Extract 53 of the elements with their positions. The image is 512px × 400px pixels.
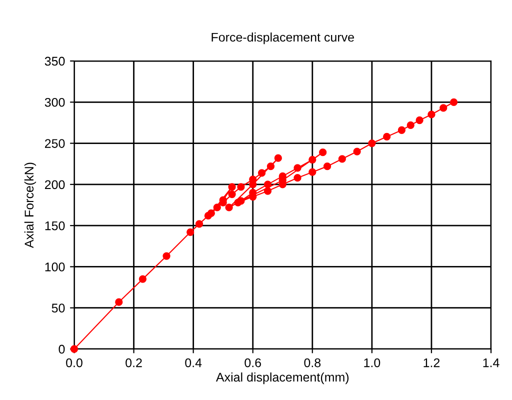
point bbox=[264, 180, 272, 188]
point bbox=[274, 154, 282, 162]
y-tick-label: 300 bbox=[44, 98, 65, 107]
x-tick-label: 1.0 bbox=[364, 358, 380, 368]
point bbox=[225, 204, 233, 212]
point bbox=[207, 209, 215, 218]
point bbox=[406, 121, 414, 130]
y-tick-label: 0 bbox=[58, 344, 65, 354]
y-tick-label: 100 bbox=[45, 262, 65, 272]
point bbox=[450, 98, 458, 106]
point bbox=[416, 116, 424, 124]
point bbox=[368, 139, 376, 148]
x-tick-label: 0.2 bbox=[126, 358, 142, 368]
point bbox=[398, 126, 406, 134]
point bbox=[294, 174, 302, 182]
point bbox=[323, 162, 332, 170]
x-tick-label: 0.4 bbox=[185, 358, 202, 368]
y-tick-label: 350 bbox=[44, 56, 65, 66]
point bbox=[138, 275, 147, 283]
point bbox=[440, 104, 448, 112]
point bbox=[266, 162, 275, 170]
y-tick-label: 200 bbox=[44, 180, 65, 190]
point bbox=[228, 190, 236, 198]
point bbox=[115, 298, 123, 306]
x-tick-label: 1.4 bbox=[483, 358, 500, 368]
x-tick-label: 0.8 bbox=[304, 358, 321, 368]
point bbox=[237, 183, 245, 191]
point bbox=[195, 220, 204, 228]
y-tick-label: 150 bbox=[45, 221, 65, 230]
x-tick-label: 1.2 bbox=[424, 358, 440, 368]
point bbox=[308, 156, 316, 164]
point bbox=[264, 187, 272, 195]
point bbox=[228, 183, 236, 191]
x-tick-label: 0.6 bbox=[244, 358, 261, 368]
y-tick-label: 50 bbox=[52, 304, 65, 313]
point bbox=[382, 132, 391, 141]
point bbox=[428, 110, 436, 118]
y-tick-label: 250 bbox=[44, 139, 65, 148]
point bbox=[318, 148, 327, 156]
x-axis-title: Axial displacement(mm) bbox=[216, 372, 349, 384]
y-axis-title: Axial Force(kN) bbox=[24, 162, 36, 248]
point bbox=[213, 204, 221, 212]
point bbox=[258, 169, 266, 177]
point bbox=[234, 198, 242, 206]
point bbox=[70, 345, 78, 353]
x-tick-label: 0.0 bbox=[66, 358, 82, 368]
point bbox=[294, 164, 302, 172]
point bbox=[338, 155, 346, 163]
point bbox=[162, 252, 170, 260]
chart-title: Force-displacement curve bbox=[212, 32, 354, 44]
point bbox=[186, 228, 194, 236]
point bbox=[353, 148, 361, 156]
point bbox=[308, 168, 316, 176]
